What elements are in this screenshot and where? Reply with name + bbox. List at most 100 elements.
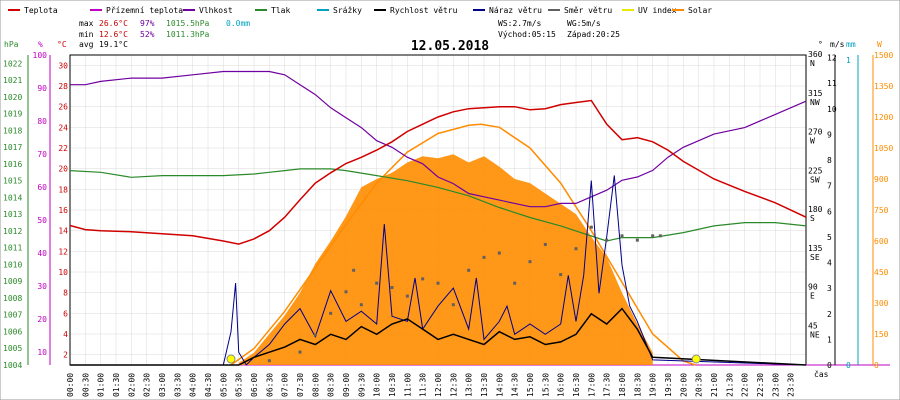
wind-direction-point — [589, 225, 593, 229]
sun-marker — [226, 354, 236, 364]
stat-value: 1011.3hPa — [166, 30, 210, 39]
tick-degc: 20 — [58, 165, 68, 174]
tick-ms: 7 — [827, 182, 832, 191]
tick-pct: 20 — [37, 315, 47, 324]
tick-dir-label: SW — [810, 175, 820, 184]
x-tick-label: 18:00 — [618, 373, 627, 397]
unit-hpa: hPa — [4, 40, 19, 49]
solar-series — [238, 154, 653, 365]
tick-hpa: 1009 — [3, 277, 22, 286]
tick-dir: 225 — [808, 166, 823, 175]
tick-w: 1200 — [874, 113, 893, 122]
tick-hpa: 1020 — [3, 93, 22, 102]
tick-hpa: 1018 — [3, 126, 22, 135]
tick-hpa: 1007 — [3, 311, 22, 320]
tick-pct: 100 — [33, 51, 48, 60]
unit-mm: mm — [846, 40, 856, 49]
x-axis-label: čas — [814, 369, 829, 379]
x-tick-label: 22:00 — [741, 373, 750, 397]
tick-pct: 80 — [37, 117, 47, 126]
tick-pct: 40 — [37, 249, 47, 258]
tick-pct: 60 — [37, 183, 47, 192]
x-tick-label: 14:30 — [511, 373, 520, 397]
tick-hpa: 1015 — [3, 177, 22, 186]
sun-markers — [226, 354, 701, 364]
legend-label: Solar — [688, 6, 712, 15]
tick-degc: 10 — [58, 268, 68, 277]
x-tick-label: 21:30 — [725, 373, 734, 397]
tick-ms: 2 — [827, 310, 832, 319]
sunrise: Východ:05:15 — [498, 30, 556, 39]
wind-direction-point — [267, 359, 271, 363]
tick-hpa: 1017 — [3, 143, 22, 152]
legend-label: Přízemní teplota — [106, 6, 183, 15]
stats-block: max 26.6°C 97% 1015.5hPa 0.0mm min 12.6°C 52% 10… — [79, 19, 620, 49]
tick-hpa: 1021 — [3, 76, 22, 85]
x-tick-label: 22:30 — [756, 373, 765, 397]
wind-gust-max: WG:5m/s — [567, 19, 601, 28]
x-tick-label: 17:00 — [587, 373, 596, 397]
wind-direction-point — [513, 281, 517, 285]
x-tick-label: 05:30 — [235, 373, 244, 397]
wind-direction-point — [352, 268, 356, 272]
tick-dir-label: SE — [810, 253, 820, 262]
wind-direction-point — [543, 242, 547, 246]
tick-degc: 14 — [58, 227, 68, 236]
tick-dir-label: S — [810, 214, 815, 223]
x-tick-label: 12:30 — [449, 373, 458, 397]
tick-w: 900 — [874, 175, 889, 184]
legend-label: Směr větru — [564, 6, 612, 15]
wind-direction-point — [482, 255, 486, 259]
tick-w: 1500 — [874, 51, 893, 60]
stat-value: avg — [79, 40, 94, 49]
legend-label: Vlhkost — [199, 6, 233, 15]
wind-speed-avg: WS:2.7m/s — [498, 19, 542, 28]
humidity-series — [70, 70, 807, 208]
tick-w: 1050 — [874, 144, 893, 153]
tick-dir-label: NW — [810, 98, 820, 107]
stat-value: 12.6°C — [99, 30, 128, 39]
x-tick-label: 04:30 — [204, 373, 213, 397]
x-tick-label: 09:00 — [342, 373, 351, 397]
tick-ms: 8 — [827, 156, 832, 165]
wind-direction-point — [421, 277, 425, 281]
unit-pct: % — [38, 40, 43, 49]
x-tick-label: 19:30 — [664, 373, 673, 397]
stat-value: 1015.5hPa — [166, 19, 210, 28]
tick-dir-label: NE — [810, 330, 820, 339]
legend: Teplota Přízemní teplota Vlhkost Tlak Srážky… — [8, 6, 712, 15]
wind-direction-point — [559, 273, 563, 277]
x-tick-label: 01:00 — [97, 373, 106, 397]
wind-direction-point — [658, 234, 662, 238]
tick-dir-label: W — [810, 137, 815, 146]
x-tick-label: 11:30 — [419, 373, 428, 397]
x-tick-label: 02:30 — [143, 373, 152, 397]
x-tick-label: 00:30 — [81, 373, 90, 397]
x-tick-label: 03:30 — [173, 373, 182, 397]
wind-direction-point — [375, 281, 379, 285]
legend-label: Náraz větru — [489, 6, 542, 15]
tick-degc: 4 — [63, 330, 68, 339]
wind-gust-series — [70, 175, 807, 366]
tick-w: 600 — [874, 237, 889, 246]
tick-ms: 5 — [827, 233, 832, 242]
wind-direction-point — [405, 294, 409, 298]
tick-degc: 16 — [58, 206, 68, 215]
x-tick-label: 07:00 — [281, 373, 290, 397]
sun-marker — [691, 354, 701, 364]
tick-ms: 11 — [827, 79, 837, 88]
legend-label: UV index — [638, 6, 677, 15]
tick-ms: 3 — [827, 284, 832, 293]
wind-direction-point — [651, 234, 655, 238]
x-tick-label: 10:00 — [373, 373, 382, 397]
tick-w: 150 — [874, 330, 889, 339]
x-tick-label: 17:30 — [603, 373, 612, 397]
wind-direction-point — [313, 333, 317, 337]
wind-direction-point — [574, 247, 578, 251]
x-tick-label: 20:30 — [695, 373, 704, 397]
tick-degc: 8 — [63, 289, 68, 298]
tick-hpa: 1012 — [3, 227, 22, 236]
tick-hpa: 1016 — [3, 160, 22, 169]
x-tick-label: 11:00 — [403, 373, 412, 397]
